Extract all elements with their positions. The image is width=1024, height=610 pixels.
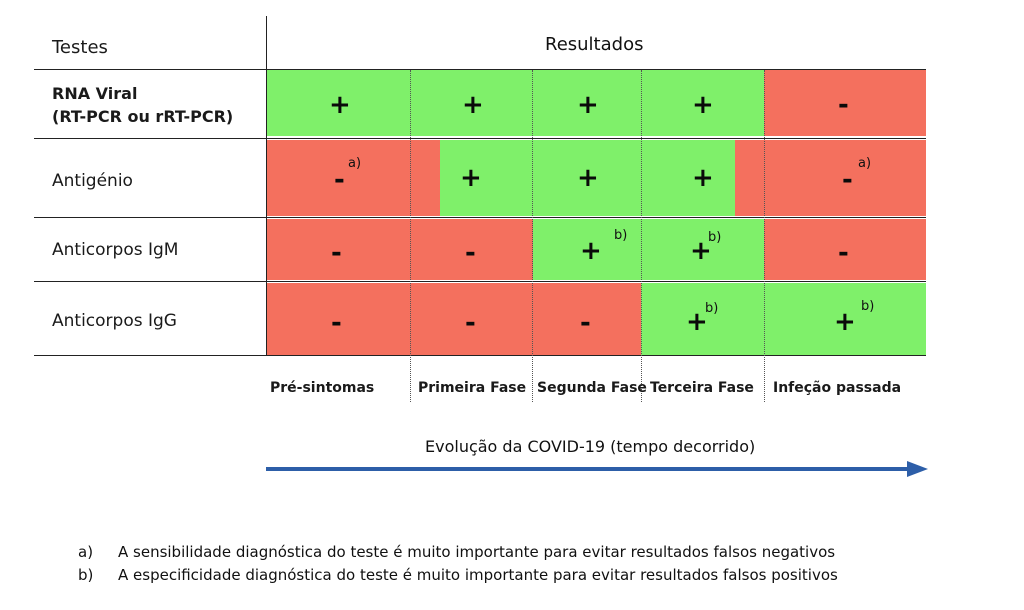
row-label-antigenio: Antigénio	[52, 171, 133, 191]
result-igg-second: -	[580, 308, 591, 338]
phase-label-terceira-fase: Terceira Fase	[650, 380, 754, 396]
antigenio-negative-area-2	[735, 140, 926, 216]
phase-separator-1	[410, 70, 411, 402]
row-divider-2	[34, 217, 926, 218]
result-igm-past: -	[838, 238, 849, 268]
phase-label-segunda-fase: Segunda Fase	[537, 380, 647, 396]
igm-negative-area-1	[267, 219, 533, 280]
phase-label-primeira-fase: Primeira Fase	[418, 380, 527, 396]
footnote-text-b: A especificidade diagnóstica do teste é …	[118, 566, 838, 584]
footnote-key-a: a)	[78, 543, 94, 561]
rna-viral-positive-area	[267, 70, 764, 136]
result-igg-third: +	[686, 307, 708, 337]
note-marker-igm-third: b)	[708, 230, 722, 245]
result-rna-first: +	[462, 90, 484, 120]
label-column-divider	[266, 16, 267, 356]
result-rna-second: +	[577, 90, 599, 120]
igm-negative-area-2	[764, 219, 926, 280]
row-label-rna-viral-line1: RNA Viral	[52, 84, 138, 103]
header-divider	[34, 69, 926, 70]
note-marker-antigenio-pre: a)	[348, 156, 362, 171]
row-divider-3	[34, 281, 926, 282]
row-divider-1	[34, 138, 926, 139]
timeline-arrow	[266, 461, 928, 477]
row-label-igg: Anticorpos IgG	[52, 311, 177, 331]
phase-separator-4	[764, 70, 765, 402]
timeline-arrow-head	[907, 461, 928, 477]
row-label-rna-viral: RNA Viral (RT-PCR ou rRT-PCR)	[52, 82, 233, 128]
note-marker-antigenio-past: a)	[858, 156, 872, 171]
phase-label-pre-sintomas: Pré-sintomas	[270, 380, 375, 396]
phase-label-infecao-passada: Infeção passada	[773, 380, 902, 396]
result-antigenio-pre: -	[334, 165, 345, 195]
antigenio-negative-area-1	[267, 140, 440, 216]
result-rna-past: -	[838, 90, 849, 120]
phase-separator-2	[532, 70, 533, 402]
footnote-text-a: A sensibilidade diagnóstica do teste é m…	[118, 543, 836, 561]
antigenio-positive-area	[440, 140, 735, 216]
note-marker-igm-second: b)	[614, 228, 628, 243]
igg-positive-area	[641, 283, 926, 355]
timeline-label: Evolução da COVID-19 (tempo decorrido)	[425, 437, 756, 456]
rna-viral-negative-area	[764, 70, 926, 136]
result-antigenio-first: +	[460, 163, 482, 193]
table-bottom-line	[34, 355, 926, 356]
result-rna-third: +	[692, 90, 714, 120]
result-igg-first: -	[465, 308, 476, 338]
result-igm-first: -	[465, 238, 476, 268]
result-antigenio-third: +	[692, 163, 714, 193]
result-antigenio-past: -	[842, 165, 853, 195]
row-label-rna-viral-line2: (RT-PCR ou rRT-PCR)	[52, 107, 234, 126]
result-rna-pre: +	[329, 90, 351, 120]
note-marker-igg-third: b)	[705, 301, 719, 316]
footnote-key-b: b)	[78, 566, 94, 584]
result-igg-past: +	[834, 307, 856, 337]
igm-positive-area	[533, 219, 764, 280]
results-header: Resultados	[545, 34, 644, 55]
result-igm-third: +	[690, 236, 712, 266]
row-label-igm: Anticorpos IgM	[52, 240, 179, 260]
igg-negative-area	[267, 283, 641, 355]
phase-separator-3	[641, 70, 642, 402]
tests-header: Testes	[52, 37, 108, 58]
result-antigenio-second: +	[577, 163, 599, 193]
result-igg-pre: -	[331, 308, 342, 338]
note-marker-igg-past: b)	[861, 299, 875, 314]
result-igm-pre: -	[331, 238, 342, 268]
result-igm-second: +	[580, 236, 602, 266]
